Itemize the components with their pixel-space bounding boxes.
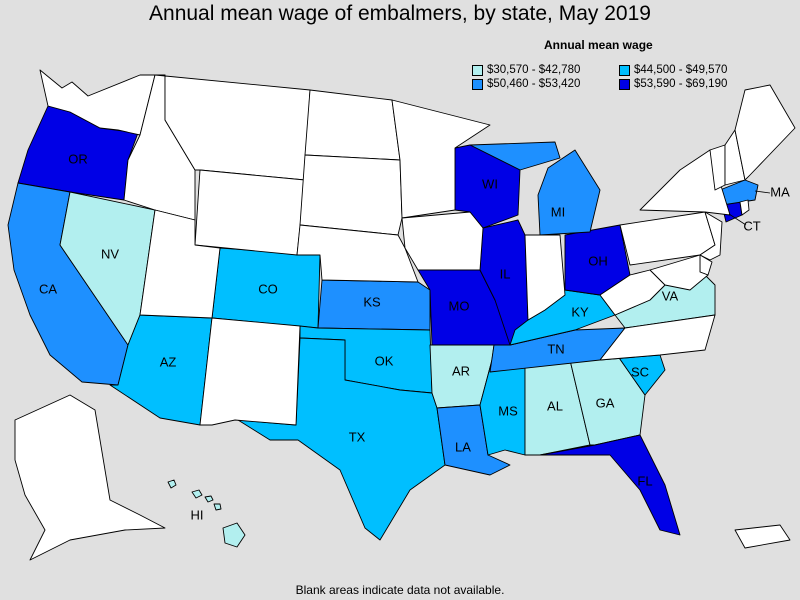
state-md — [649, 254, 709, 291]
state-label-az: AZ — [160, 354, 177, 369]
state-label-co: CO — [258, 281, 278, 296]
legend-item-bin-1: $30,570 - $42,780 — [472, 64, 580, 76]
state-nj — [699, 211, 723, 261]
state-label-tx: TX — [349, 429, 366, 444]
legend-label-bin-4: $53,590 - $69,190 — [634, 78, 728, 90]
legend-item-bin-2: $44,500 - $49,570 — [619, 64, 727, 76]
legend-label-bin-2: $44,500 - $49,570 — [634, 64, 728, 76]
state-pr — [734, 524, 791, 549]
state-label-va: VA — [662, 288, 679, 303]
state-nd — [304, 89, 401, 161]
state-label-al: AL — [547, 398, 563, 413]
state-ak — [14, 394, 166, 561]
state-me — [734, 84, 796, 181]
state-label-wi: WI — [482, 176, 498, 191]
state-hi — [167, 479, 246, 548]
legend-label-bin-3: $50,460 - $53,420 — [487, 78, 581, 90]
state-wi — [454, 144, 521, 229]
state-label-ky: KY — [571, 304, 589, 319]
legend-item-bin-3: $50,460 - $53,420 — [472, 78, 580, 90]
state-label-mi: MI — [551, 204, 565, 219]
map-title: Annual mean wage of embalmers, by state,… — [149, 2, 651, 25]
state-label-or: OR — [68, 151, 88, 166]
state-label-il: IL — [500, 266, 511, 281]
legend-swatch-bin-4 — [619, 78, 630, 90]
state-mn — [391, 99, 491, 219]
state-label-ok: OK — [375, 353, 394, 368]
state-nc — [599, 314, 716, 361]
state-label-ga: GA — [596, 395, 615, 410]
state-ne — [296, 224, 419, 283]
state-ut — [139, 209, 221, 319]
state-il — [479, 219, 529, 346]
legend-swatch-bin-3 — [472, 78, 483, 90]
state-label-fl: FL — [637, 473, 652, 488]
state-label-ca: CA — [39, 281, 57, 296]
state-sd — [299, 154, 403, 236]
state-label-sc: SC — [631, 364, 649, 379]
state-in — [524, 234, 566, 321]
state-label-mo: MO — [449, 298, 470, 313]
state-wy — [194, 169, 306, 256]
state-label-la: LA — [455, 439, 471, 454]
legend-label-bin-1: $30,570 - $42,780 — [487, 64, 581, 76]
legend-swatch-bin-2 — [619, 64, 630, 76]
legend-item-bin-4: $53,590 - $69,190 — [619, 78, 727, 90]
state-label-tn: TN — [547, 341, 564, 356]
legend-title: Annual mean wage — [544, 38, 653, 52]
state-label-ar: AR — [452, 363, 470, 378]
state-label-oh: OH — [588, 253, 608, 268]
state-ia — [401, 211, 484, 271]
state-nm — [199, 317, 301, 426]
state-fl — [539, 434, 681, 536]
state-label-ct: CT — [743, 218, 760, 233]
state-label-ma: MA — [770, 184, 790, 199]
state-label-hi: HI — [191, 507, 204, 522]
state-tx — [237, 337, 446, 541]
legend-swatch-bin-1 — [472, 64, 483, 76]
state-label-nv: NV — [101, 246, 119, 261]
state-label-ks: KS — [363, 294, 381, 309]
state-ri — [739, 199, 750, 216]
state-label-ms: MS — [498, 403, 518, 418]
footnote: Blank areas indicate data not available. — [295, 583, 505, 597]
